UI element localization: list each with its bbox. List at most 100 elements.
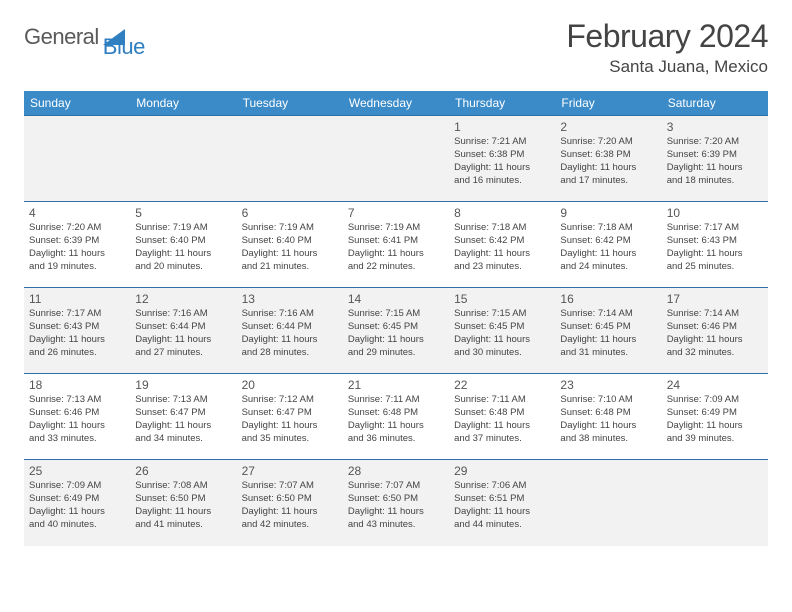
calendar-table: SundayMondayTuesdayWednesdayThursdayFrid…	[24, 91, 768, 546]
calendar-cell: 6Sunrise: 7:19 AMSunset: 6:40 PMDaylight…	[237, 202, 343, 288]
day-header: Friday	[555, 91, 661, 116]
calendar-cell	[343, 116, 449, 202]
cell-daylight2: and 17 minutes.	[560, 175, 656, 188]
cell-sunset: Sunset: 6:38 PM	[454, 149, 550, 162]
cell-sunset: Sunset: 6:50 PM	[242, 493, 338, 506]
calendar-week-row: 25Sunrise: 7:09 AMSunset: 6:49 PMDayligh…	[24, 460, 768, 546]
cell-sunrise: Sunrise: 7:14 AM	[560, 308, 656, 321]
calendar-cell: 27Sunrise: 7:07 AMSunset: 6:50 PMDayligh…	[237, 460, 343, 546]
cell-daylight1: Daylight: 11 hours	[454, 162, 550, 175]
cell-sunrise: Sunrise: 7:17 AM	[29, 308, 125, 321]
cell-daylight2: and 22 minutes.	[348, 261, 444, 274]
cell-daylight2: and 37 minutes.	[454, 433, 550, 446]
day-header: Thursday	[449, 91, 555, 116]
cell-daylight2: and 38 minutes.	[560, 433, 656, 446]
day-number: 7	[348, 205, 444, 221]
day-number: 27	[242, 463, 338, 479]
cell-sunset: Sunset: 6:43 PM	[667, 235, 763, 248]
cell-daylight1: Daylight: 11 hours	[348, 506, 444, 519]
day-number: 8	[454, 205, 550, 221]
cell-daylight1: Daylight: 11 hours	[135, 334, 231, 347]
cell-daylight1: Daylight: 11 hours	[135, 506, 231, 519]
cell-daylight1: Daylight: 11 hours	[667, 248, 763, 261]
cell-daylight2: and 44 minutes.	[454, 519, 550, 532]
calendar-cell: 16Sunrise: 7:14 AMSunset: 6:45 PMDayligh…	[555, 288, 661, 374]
cell-sunset: Sunset: 6:45 PM	[348, 321, 444, 334]
calendar-cell: 4Sunrise: 7:20 AMSunset: 6:39 PMDaylight…	[24, 202, 130, 288]
cell-daylight1: Daylight: 11 hours	[348, 334, 444, 347]
day-number: 20	[242, 377, 338, 393]
cell-daylight2: and 20 minutes.	[135, 261, 231, 274]
calendar-week-row: 11Sunrise: 7:17 AMSunset: 6:43 PMDayligh…	[24, 288, 768, 374]
calendar-cell: 21Sunrise: 7:11 AMSunset: 6:48 PMDayligh…	[343, 374, 449, 460]
cell-sunset: Sunset: 6:48 PM	[348, 407, 444, 420]
day-number: 2	[560, 119, 656, 135]
day-number: 26	[135, 463, 231, 479]
cell-sunrise: Sunrise: 7:10 AM	[560, 394, 656, 407]
calendar-cell: 15Sunrise: 7:15 AMSunset: 6:45 PMDayligh…	[449, 288, 555, 374]
day-number: 16	[560, 291, 656, 307]
cell-sunset: Sunset: 6:48 PM	[560, 407, 656, 420]
day-number: 4	[29, 205, 125, 221]
calendar-cell: 29Sunrise: 7:06 AMSunset: 6:51 PMDayligh…	[449, 460, 555, 546]
cell-sunset: Sunset: 6:47 PM	[135, 407, 231, 420]
cell-sunset: Sunset: 6:49 PM	[667, 407, 763, 420]
cell-daylight2: and 29 minutes.	[348, 347, 444, 360]
cell-daylight2: and 35 minutes.	[242, 433, 338, 446]
cell-sunrise: Sunrise: 7:11 AM	[348, 394, 444, 407]
cell-daylight1: Daylight: 11 hours	[242, 506, 338, 519]
cell-daylight1: Daylight: 11 hours	[454, 506, 550, 519]
day-number: 18	[29, 377, 125, 393]
cell-daylight1: Daylight: 11 hours	[560, 420, 656, 433]
cell-daylight2: and 18 minutes.	[667, 175, 763, 188]
calendar-cell	[237, 116, 343, 202]
brand-name-part2: Blue	[103, 34, 145, 59]
day-number: 1	[454, 119, 550, 135]
day-header: Tuesday	[237, 91, 343, 116]
day-header: Wednesday	[343, 91, 449, 116]
cell-sunset: Sunset: 6:45 PM	[454, 321, 550, 334]
cell-sunrise: Sunrise: 7:08 AM	[135, 480, 231, 493]
calendar-cell: 5Sunrise: 7:19 AMSunset: 6:40 PMDaylight…	[130, 202, 236, 288]
cell-sunset: Sunset: 6:44 PM	[242, 321, 338, 334]
calendar-cell	[662, 460, 768, 546]
calendar-cell: 20Sunrise: 7:12 AMSunset: 6:47 PMDayligh…	[237, 374, 343, 460]
cell-sunset: Sunset: 6:46 PM	[29, 407, 125, 420]
day-header: Monday	[130, 91, 236, 116]
cell-daylight2: and 32 minutes.	[667, 347, 763, 360]
calendar-cell: 17Sunrise: 7:14 AMSunset: 6:46 PMDayligh…	[662, 288, 768, 374]
day-number: 3	[667, 119, 763, 135]
cell-sunset: Sunset: 6:50 PM	[348, 493, 444, 506]
cell-sunset: Sunset: 6:51 PM	[454, 493, 550, 506]
cell-daylight2: and 21 minutes.	[242, 261, 338, 274]
cell-daylight1: Daylight: 11 hours	[560, 334, 656, 347]
cell-sunrise: Sunrise: 7:20 AM	[29, 222, 125, 235]
calendar-cell: 14Sunrise: 7:15 AMSunset: 6:45 PMDayligh…	[343, 288, 449, 374]
cell-daylight2: and 24 minutes.	[560, 261, 656, 274]
day-header-row: SundayMondayTuesdayWednesdayThursdayFrid…	[24, 91, 768, 116]
day-number: 22	[454, 377, 550, 393]
cell-sunrise: Sunrise: 7:20 AM	[560, 136, 656, 149]
cell-daylight1: Daylight: 11 hours	[135, 420, 231, 433]
cell-daylight1: Daylight: 11 hours	[667, 334, 763, 347]
calendar-cell: 28Sunrise: 7:07 AMSunset: 6:50 PMDayligh…	[343, 460, 449, 546]
cell-daylight1: Daylight: 11 hours	[29, 506, 125, 519]
cell-sunrise: Sunrise: 7:20 AM	[667, 136, 763, 149]
day-header: Sunday	[24, 91, 130, 116]
cell-sunset: Sunset: 6:43 PM	[29, 321, 125, 334]
title-block: February 2024 Santa Juana, Mexico	[566, 18, 768, 77]
calendar-cell: 12Sunrise: 7:16 AMSunset: 6:44 PMDayligh…	[130, 288, 236, 374]
calendar-cell: 1Sunrise: 7:21 AMSunset: 6:38 PMDaylight…	[449, 116, 555, 202]
cell-sunset: Sunset: 6:42 PM	[560, 235, 656, 248]
calendar-body: 1Sunrise: 7:21 AMSunset: 6:38 PMDaylight…	[24, 116, 768, 546]
cell-sunset: Sunset: 6:38 PM	[560, 149, 656, 162]
cell-daylight2: and 28 minutes.	[242, 347, 338, 360]
cell-sunrise: Sunrise: 7:07 AM	[348, 480, 444, 493]
cell-sunrise: Sunrise: 7:18 AM	[454, 222, 550, 235]
cell-daylight1: Daylight: 11 hours	[667, 162, 763, 175]
day-number: 17	[667, 291, 763, 307]
calendar-cell: 3Sunrise: 7:20 AMSunset: 6:39 PMDaylight…	[662, 116, 768, 202]
cell-daylight1: Daylight: 11 hours	[667, 420, 763, 433]
calendar-cell: 18Sunrise: 7:13 AMSunset: 6:46 PMDayligh…	[24, 374, 130, 460]
day-number: 29	[454, 463, 550, 479]
